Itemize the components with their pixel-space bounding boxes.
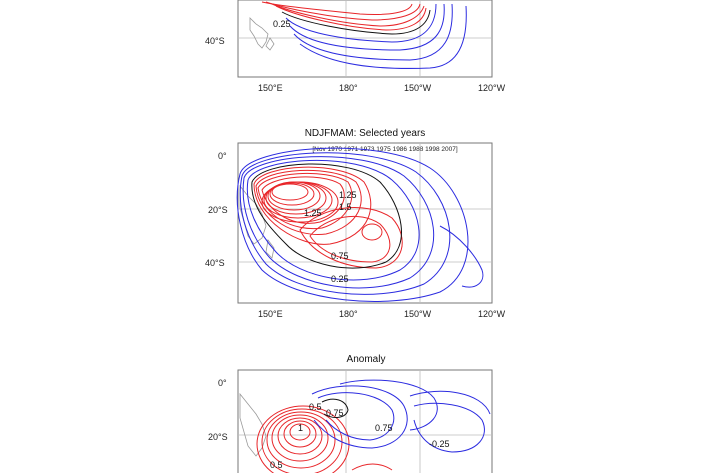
low-contours — [236, 147, 484, 302]
panel-bottom: Anomaly 0.5 0.75 0.7 — [208, 354, 493, 473]
contour-label: 0.75 — [331, 251, 349, 261]
contour-label: 0.75 — [326, 408, 344, 418]
coastline — [265, 239, 275, 259]
contour-label: -0.25 — [429, 439, 450, 449]
contour-label: 0.25 — [331, 274, 349, 284]
contour-label: 0.25 — [273, 19, 291, 29]
contour-label: 0.5 — [309, 402, 322, 412]
coastline — [265, 37, 275, 51]
contour-label: 1.5 — [339, 202, 352, 212]
panel-middle: NDJFMAM: Selected years [Nov 1970 1971 1… — [205, 128, 506, 319]
panel-subtitle: [Nov 1970 1971 1973 1975 1986 1988 1998 … — [312, 146, 457, 153]
y-tick-label: 20°S — [208, 432, 228, 442]
panel-title: NDJFMAM: Selected years — [305, 128, 426, 139]
low-contours — [285, 3, 467, 69]
mid-contour — [251, 163, 402, 269]
y-tick-label: 40°S — [205, 36, 225, 46]
x-tick-label: 150°E — [258, 83, 283, 93]
contour-label: 0.75 — [375, 423, 393, 433]
contour-label: 0.5 — [270, 460, 283, 470]
x-tick-label: 150°W — [404, 83, 432, 93]
panel-top-frame — [237, 0, 493, 78]
x-tick-label: 120°W — [478, 83, 506, 93]
contour-label: 1 — [298, 423, 303, 433]
mid-contour — [281, 9, 431, 35]
y-tick-label: 40°S — [205, 258, 225, 268]
panel-title: Anomaly — [347, 354, 386, 365]
x-tick-label: 180° — [339, 83, 358, 93]
positive-contours — [261, 1, 427, 31]
negative-contours — [311, 379, 491, 453]
x-tick-label: 180° — [339, 309, 358, 319]
panel-top: 0.25 40°S 150°E 180° 150°W 120°W — [205, 0, 506, 93]
x-tick-label: 150°W — [404, 309, 432, 319]
mid-contour — [321, 398, 349, 418]
coastline — [249, 17, 269, 49]
x-tick-label: 150°E — [258, 309, 283, 319]
coastline — [239, 392, 267, 457]
contour-label: 1.25 — [339, 190, 357, 200]
positive-contours — [256, 405, 393, 473]
y-tick-label: 0° — [218, 378, 227, 388]
positive-contours — [253, 166, 403, 269]
contour-label: 1.25 — [304, 208, 322, 218]
y-tick-label: 20°S — [208, 205, 228, 215]
y-tick-label: 0° — [218, 151, 227, 161]
x-tick-label: 120°W — [478, 309, 506, 319]
